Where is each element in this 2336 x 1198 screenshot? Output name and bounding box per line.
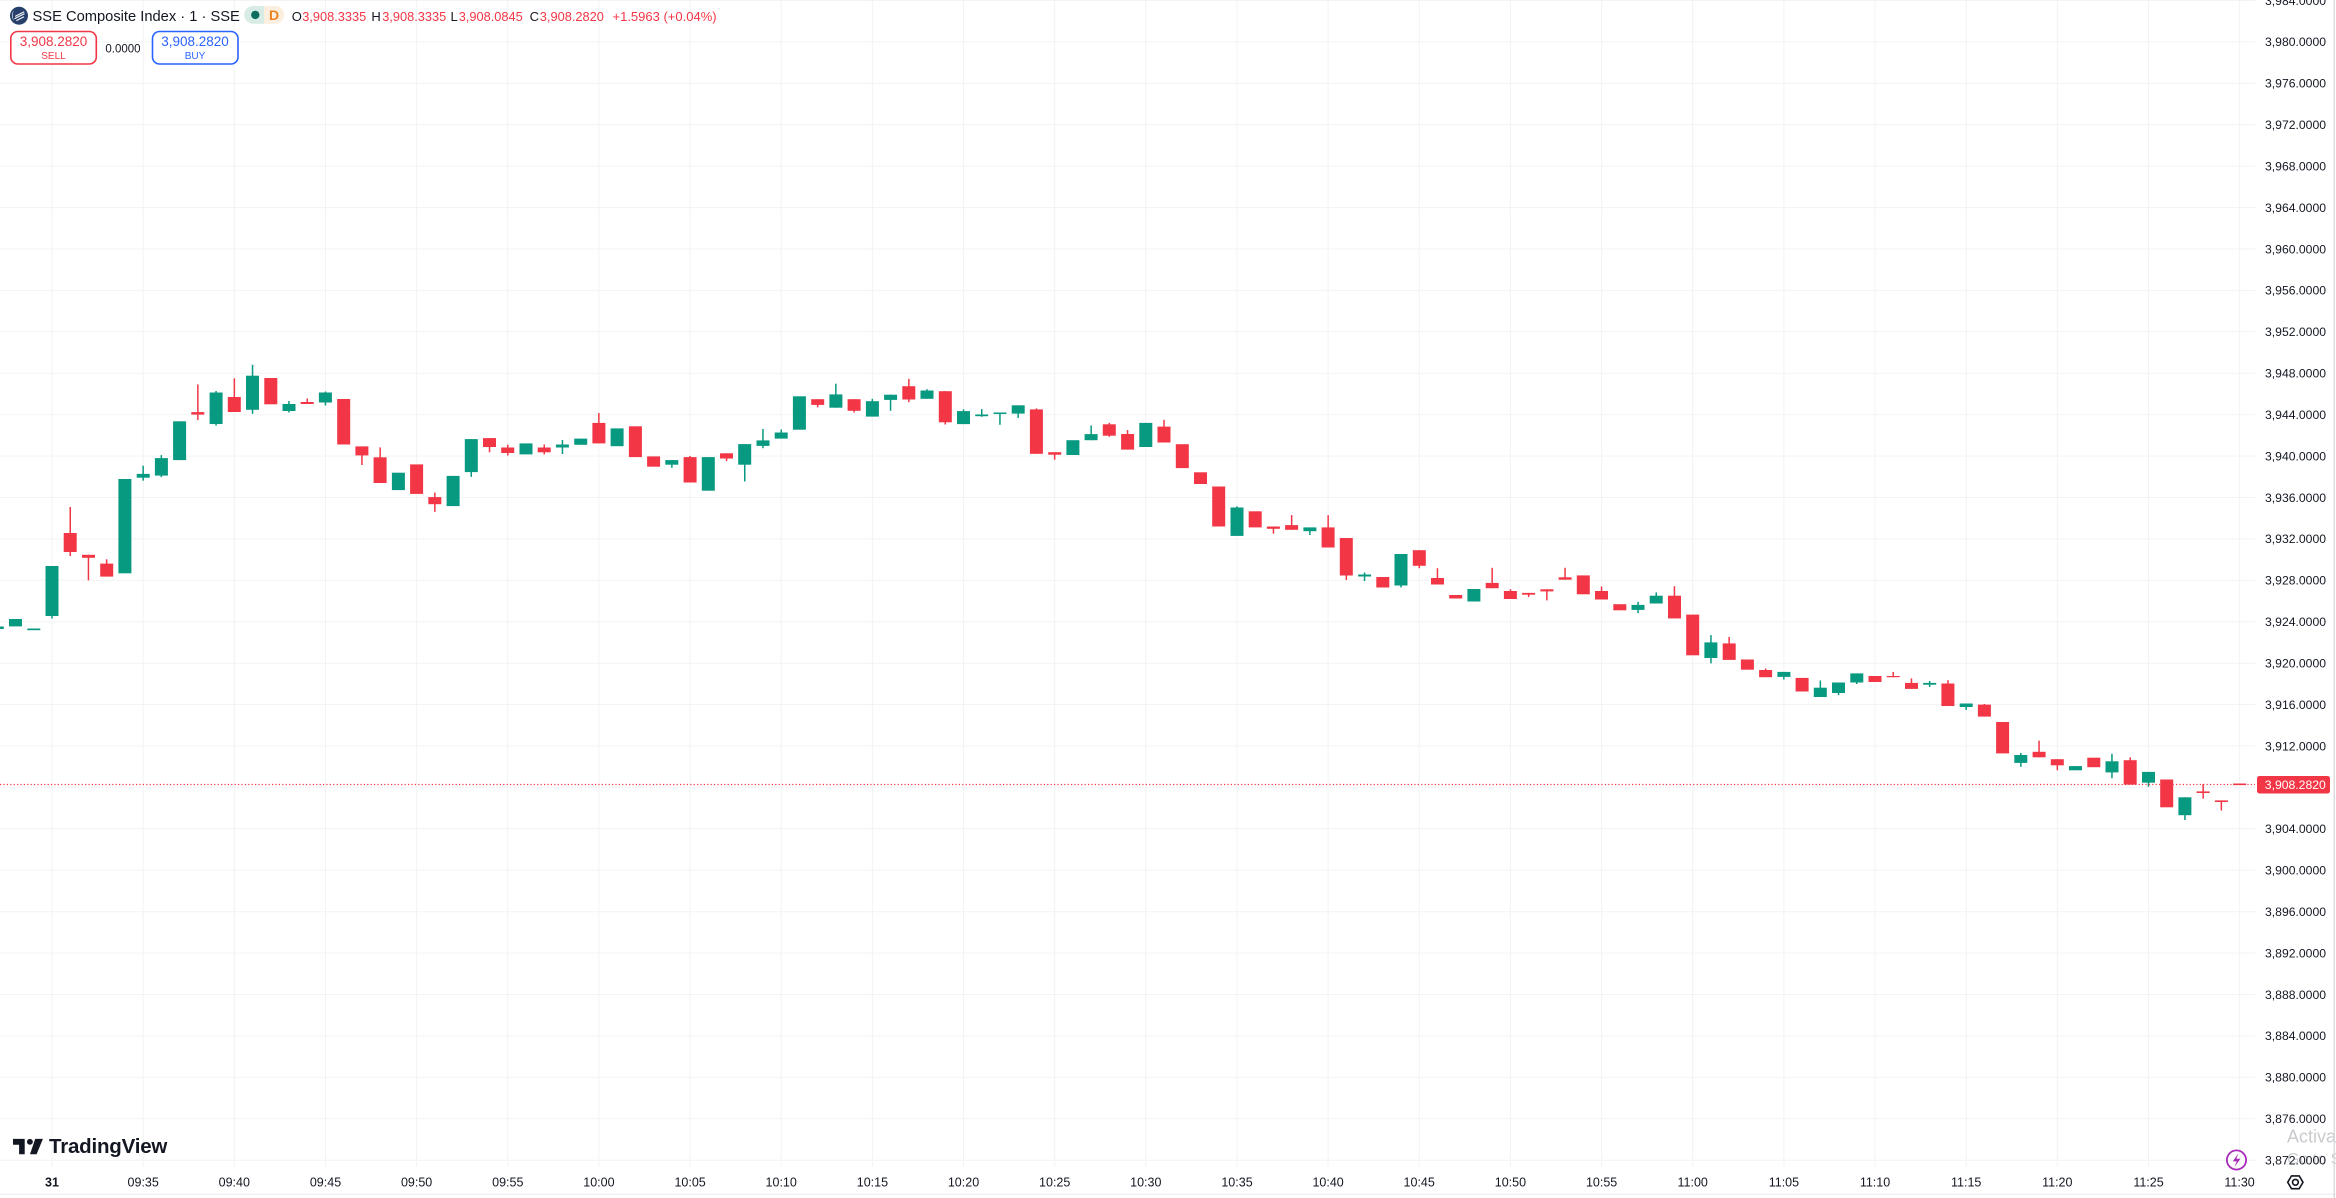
- svg-text:09:45: 09:45: [310, 1176, 341, 1190]
- svg-text:3,908.2820: 3,908.2820: [540, 9, 604, 24]
- svg-text:10:30: 10:30: [1130, 1176, 1161, 1190]
- svg-text:11:05: 11:05: [1769, 1176, 1799, 1190]
- svg-text:3,908.2820: 3,908.2820: [161, 34, 229, 49]
- svg-text:3,944.0000: 3,944.0000: [2265, 408, 2326, 422]
- svg-text:10:05: 10:05: [674, 1176, 705, 1190]
- svg-text:3,932.0000: 3,932.0000: [2265, 532, 2326, 546]
- svg-text:10:40: 10:40: [1312, 1176, 1343, 1190]
- svg-text:3,908.0845: 3,908.0845: [459, 9, 523, 24]
- svg-text:3,952.0000: 3,952.0000: [2265, 325, 2326, 339]
- svg-text:3,948.0000: 3,948.0000: [2265, 367, 2326, 381]
- svg-text:10:35: 10:35: [1221, 1176, 1252, 1190]
- svg-text:Go to Settings to act: Go to Settings to act: [2287, 1151, 2336, 1168]
- svg-text:3,940.0000: 3,940.0000: [2265, 449, 2326, 463]
- svg-text:11:10: 11:10: [1860, 1176, 1890, 1190]
- svg-text:10:25: 10:25: [1039, 1176, 1070, 1190]
- svg-text:11:15: 11:15: [1951, 1176, 1981, 1190]
- svg-text:10:45: 10:45: [1404, 1176, 1435, 1190]
- svg-text:3,964.0000: 3,964.0000: [2265, 201, 2326, 215]
- svg-text:H: H: [371, 9, 380, 24]
- svg-text:BUY: BUY: [185, 51, 206, 62]
- svg-text:11:30: 11:30: [2224, 1176, 2254, 1190]
- svg-text:31: 31: [45, 1176, 59, 1190]
- svg-text:SSE Composite Index · 1 · SSE: SSE Composite Index · 1 · SSE: [33, 9, 241, 25]
- svg-text:3,888.0000: 3,888.0000: [2265, 988, 2326, 1002]
- svg-text:10:55: 10:55: [1586, 1176, 1617, 1190]
- svg-text:3,908.3335: 3,908.3335: [302, 9, 366, 24]
- svg-text:10:15: 10:15: [857, 1176, 888, 1190]
- svg-text:09:50: 09:50: [401, 1176, 432, 1190]
- svg-text:SELL: SELL: [41, 51, 66, 62]
- svg-text:L: L: [451, 9, 458, 24]
- svg-text:09:55: 09:55: [492, 1176, 523, 1190]
- svg-text:11:25: 11:25: [2133, 1176, 2163, 1190]
- svg-text:3,936.0000: 3,936.0000: [2265, 491, 2326, 505]
- svg-text:C: C: [530, 9, 539, 24]
- svg-text:3,984.0000: 3,984.0000: [2265, 0, 2326, 8]
- svg-text:3,968.0000: 3,968.0000: [2265, 159, 2326, 173]
- svg-text:3,896.0000: 3,896.0000: [2265, 905, 2326, 919]
- svg-text:3,912.0000: 3,912.0000: [2265, 739, 2326, 753]
- svg-text:10:20: 10:20: [948, 1176, 979, 1190]
- svg-text:TradingView: TradingView: [49, 1135, 167, 1158]
- svg-text:3,960.0000: 3,960.0000: [2265, 242, 2326, 256]
- svg-text:3,976.0000: 3,976.0000: [2265, 77, 2326, 91]
- svg-text:09:40: 09:40: [219, 1176, 250, 1190]
- svg-text:3,876.0000: 3,876.0000: [2265, 1112, 2326, 1126]
- svg-text:3,908.2820: 3,908.2820: [20, 34, 88, 49]
- svg-text:Activate Windows: Activate Windows: [2287, 1127, 2336, 1147]
- svg-text:3,972.0000: 3,972.0000: [2265, 118, 2326, 132]
- svg-text:3,928.0000: 3,928.0000: [2265, 574, 2326, 588]
- svg-text:3,924.0000: 3,924.0000: [2265, 615, 2326, 629]
- svg-text:3,980.0000: 3,980.0000: [2265, 35, 2326, 49]
- svg-text:09:35: 09:35: [128, 1176, 159, 1190]
- svg-text:+1.5963 (+0.04%): +1.5963 (+0.04%): [613, 9, 717, 24]
- svg-text:3,880.0000: 3,880.0000: [2265, 1071, 2326, 1085]
- svg-text:3,908.3335: 3,908.3335: [382, 9, 446, 24]
- svg-text:3,884.0000: 3,884.0000: [2265, 1029, 2326, 1043]
- svg-text:10:50: 10:50: [1495, 1176, 1526, 1190]
- svg-text:11:20: 11:20: [2042, 1176, 2072, 1190]
- svg-text:10:10: 10:10: [766, 1176, 797, 1190]
- svg-text:11:00: 11:00: [1678, 1176, 1708, 1190]
- svg-text:3,956.0000: 3,956.0000: [2265, 284, 2326, 298]
- svg-text:3,872.0000: 3,872.0000: [2265, 1154, 2326, 1168]
- svg-text:0.0000: 0.0000: [105, 44, 140, 56]
- svg-text:10:00: 10:00: [583, 1176, 614, 1190]
- svg-text:3,920.0000: 3,920.0000: [2265, 657, 2326, 671]
- svg-text:3,904.0000: 3,904.0000: [2265, 822, 2326, 836]
- svg-text:3,916.0000: 3,916.0000: [2265, 698, 2326, 712]
- svg-text:3,900.0000: 3,900.0000: [2265, 864, 2326, 878]
- svg-text:O: O: [292, 9, 302, 24]
- svg-text:3,908.2820: 3,908.2820: [2265, 778, 2326, 792]
- svg-text:D: D: [269, 7, 279, 23]
- svg-text:3,892.0000: 3,892.0000: [2265, 946, 2326, 960]
